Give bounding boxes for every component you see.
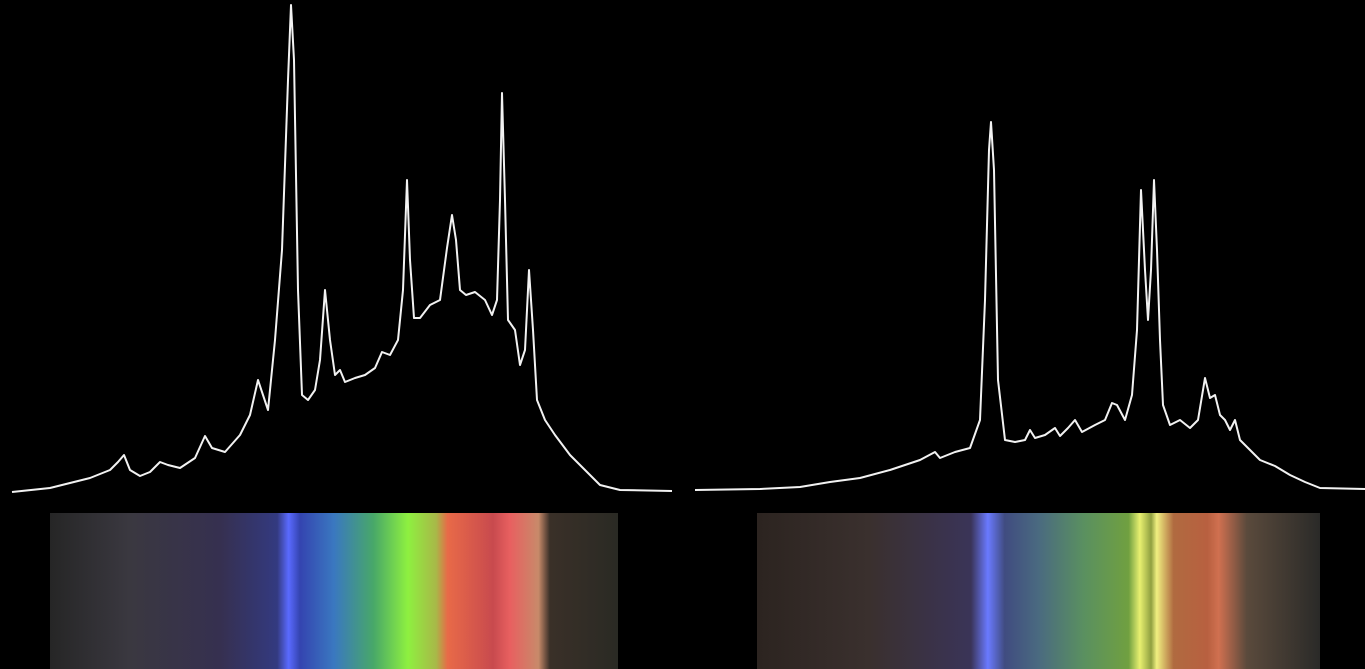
spectra-view — [0, 0, 1365, 669]
spectrum-band — [757, 513, 1320, 669]
spectrum-band — [50, 513, 618, 669]
